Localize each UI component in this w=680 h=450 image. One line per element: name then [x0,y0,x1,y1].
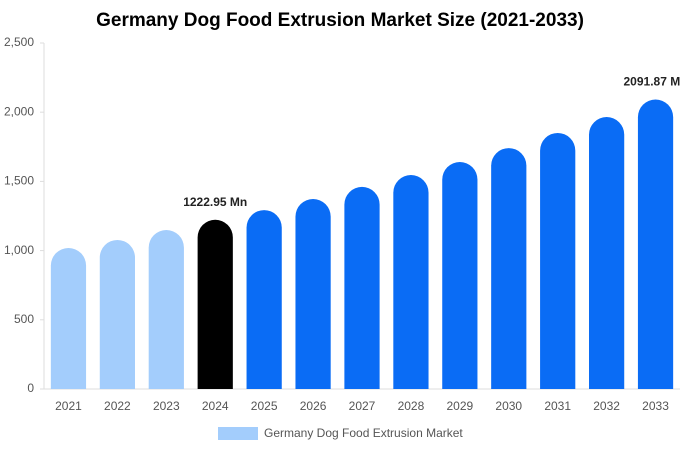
bar [295,198,331,389]
bar [197,219,233,389]
y-tick-label: 500 [14,312,34,326]
x-tick-label: 2023 [153,399,180,413]
y-tick-label: 1,000 [4,243,34,257]
x-tick-label: 2033 [642,399,669,413]
y-tick-label: 0 [27,381,34,395]
value-label: 2091.87 Mn [624,75,680,89]
x-tick-label: 2028 [398,399,425,413]
bar [637,99,674,389]
bar [99,239,135,389]
bar [540,132,576,389]
x-tick-label: 2024 [202,399,229,413]
y-tick-label: 1,500 [4,174,34,188]
y-tick-label: 2,500 [4,35,34,49]
chart-title: Germany Dog Food Extrusion Market Size (… [96,10,584,31]
value-label: 1222.95 Mn [183,195,247,209]
x-tick-label: 2031 [544,399,571,413]
x-tick-label: 2030 [495,399,522,413]
bar [442,162,478,389]
legend-label: Germany Dog Food Extrusion Market [264,426,463,440]
bar [589,117,625,389]
legend-swatch [218,427,258,440]
bar [148,229,184,389]
bar [50,247,87,389]
x-tick-label: 2022 [104,399,131,413]
x-tick-label: 2029 [446,399,473,413]
bar [491,148,527,389]
y-tick-label: 2,000 [4,104,34,118]
x-tick-label: 2032 [593,399,620,413]
bar [246,210,282,389]
x-tick-label: 2021 [55,399,82,413]
x-tick-label: 2026 [300,399,327,413]
x-tick-label: 2025 [251,399,278,413]
bar [344,186,380,389]
x-tick-label: 2027 [349,399,376,413]
bar [393,175,429,389]
